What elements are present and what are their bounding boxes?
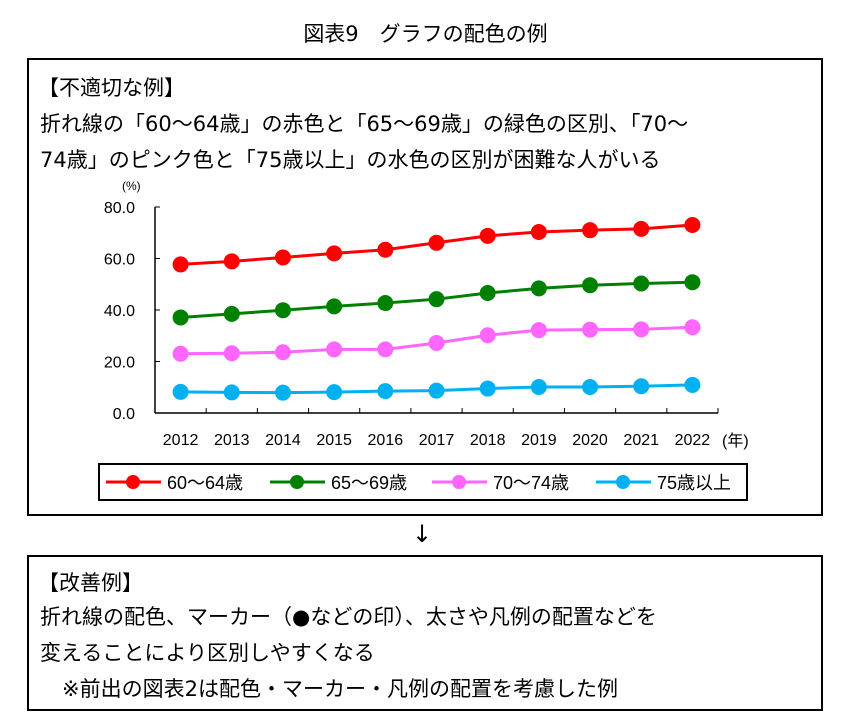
data-point [172,345,189,362]
x-tick-label: 2018 [470,432,506,449]
bad-example-text-1: 折れ線の「60～64歳」の赤色と「65～69歳」の緑色の区別、「70～ [40,112,689,136]
data-point [582,222,599,239]
data-point [274,302,291,319]
data-point [274,344,291,361]
data-point [479,227,496,244]
data-point [582,378,599,395]
data-point [274,249,291,266]
data-point [479,380,496,397]
x-axis-unit: (年) [722,432,749,450]
series-1 [172,274,701,326]
x-tick-label: 2013 [214,432,250,449]
data-point [684,376,701,393]
legend-label: 65～69歳 [331,473,407,493]
data-point [377,295,394,312]
data-point [172,383,189,400]
x-tick-label: 2019 [521,432,557,449]
data-point [223,253,240,270]
data-point [274,384,291,401]
data-point [582,321,599,338]
data-point [326,341,343,358]
data-point [326,245,343,262]
data-point [326,298,343,315]
x-tick-label: 2015 [316,432,352,449]
x-tick-label: 2012 [163,432,199,449]
bad-example-text-2: 74歳」のピンク色と「75歳以上」の水色の区別が困難な人がいる [40,148,661,172]
data-point [172,309,189,326]
x-tick-label: 2021 [623,432,659,449]
data-point [479,285,496,302]
good-example-text-1: 折れ線の配色、マーカー（●などの印）、太さや凡例の配置などを [40,605,657,629]
legend-label: 75歳以上 [657,473,731,493]
down-arrow-icon: ↓ [412,520,433,548]
data-point [633,321,650,338]
chart-legend [98,463,748,501]
data-point [223,305,240,322]
data-point [223,384,240,401]
data-point [684,274,701,291]
data-point [633,220,650,237]
data-point [223,345,240,362]
data-point [428,234,445,251]
data-point [633,378,650,395]
y-tick-label: 60.0 [104,252,135,269]
data-point [377,383,394,400]
data-point [377,241,394,258]
legend-marker [616,475,630,489]
y-axis-unit: (%) [122,179,141,193]
data-point [582,277,599,294]
legend-marker [126,475,140,489]
data-point [530,223,547,240]
y-tick-label: 20.0 [104,355,135,372]
data-point [479,327,496,344]
data-point [428,334,445,351]
data-point [633,275,650,292]
x-tick-label: 2014 [265,432,301,449]
series-2 [172,319,701,362]
good-example-box [27,555,823,711]
x-tick-label: 2022 [675,432,711,449]
good-example-text-2: 変えることにより区別しやすくなる [40,641,375,665]
data-point [428,291,445,308]
data-point [684,319,701,336]
data-point [530,322,547,339]
data-point [326,384,343,401]
x-tick-label: 2016 [368,432,404,449]
x-tick-label: 2020 [572,432,608,449]
series-3 [172,376,701,401]
legend-label: 60～64歳 [167,473,243,493]
y-tick-label: 40.0 [104,303,135,320]
bad-example-box [27,58,823,516]
data-point [428,382,445,399]
bad-example-heading: 【不適切な例】 [38,76,185,100]
legend-marker [290,475,304,489]
good-example-note: ※前出の図表2は配色・マーカー・凡例の配置を考慮した例 [62,677,618,701]
legend-label: 70～74歳 [493,473,569,493]
y-tick-label: 80.0 [104,200,135,217]
data-point [172,256,189,273]
data-point [377,341,394,358]
x-tick-label: 2017 [419,432,455,449]
series-0 [172,217,701,273]
y-tick-label: 0.0 [113,406,135,423]
data-point [530,378,547,395]
figure-title: 図表9 グラフの配色の例 [303,22,548,46]
legend-marker [452,475,466,489]
good-example-heading: 【改善例】 [38,571,143,595]
data-point [530,280,547,297]
data-point [684,217,701,234]
